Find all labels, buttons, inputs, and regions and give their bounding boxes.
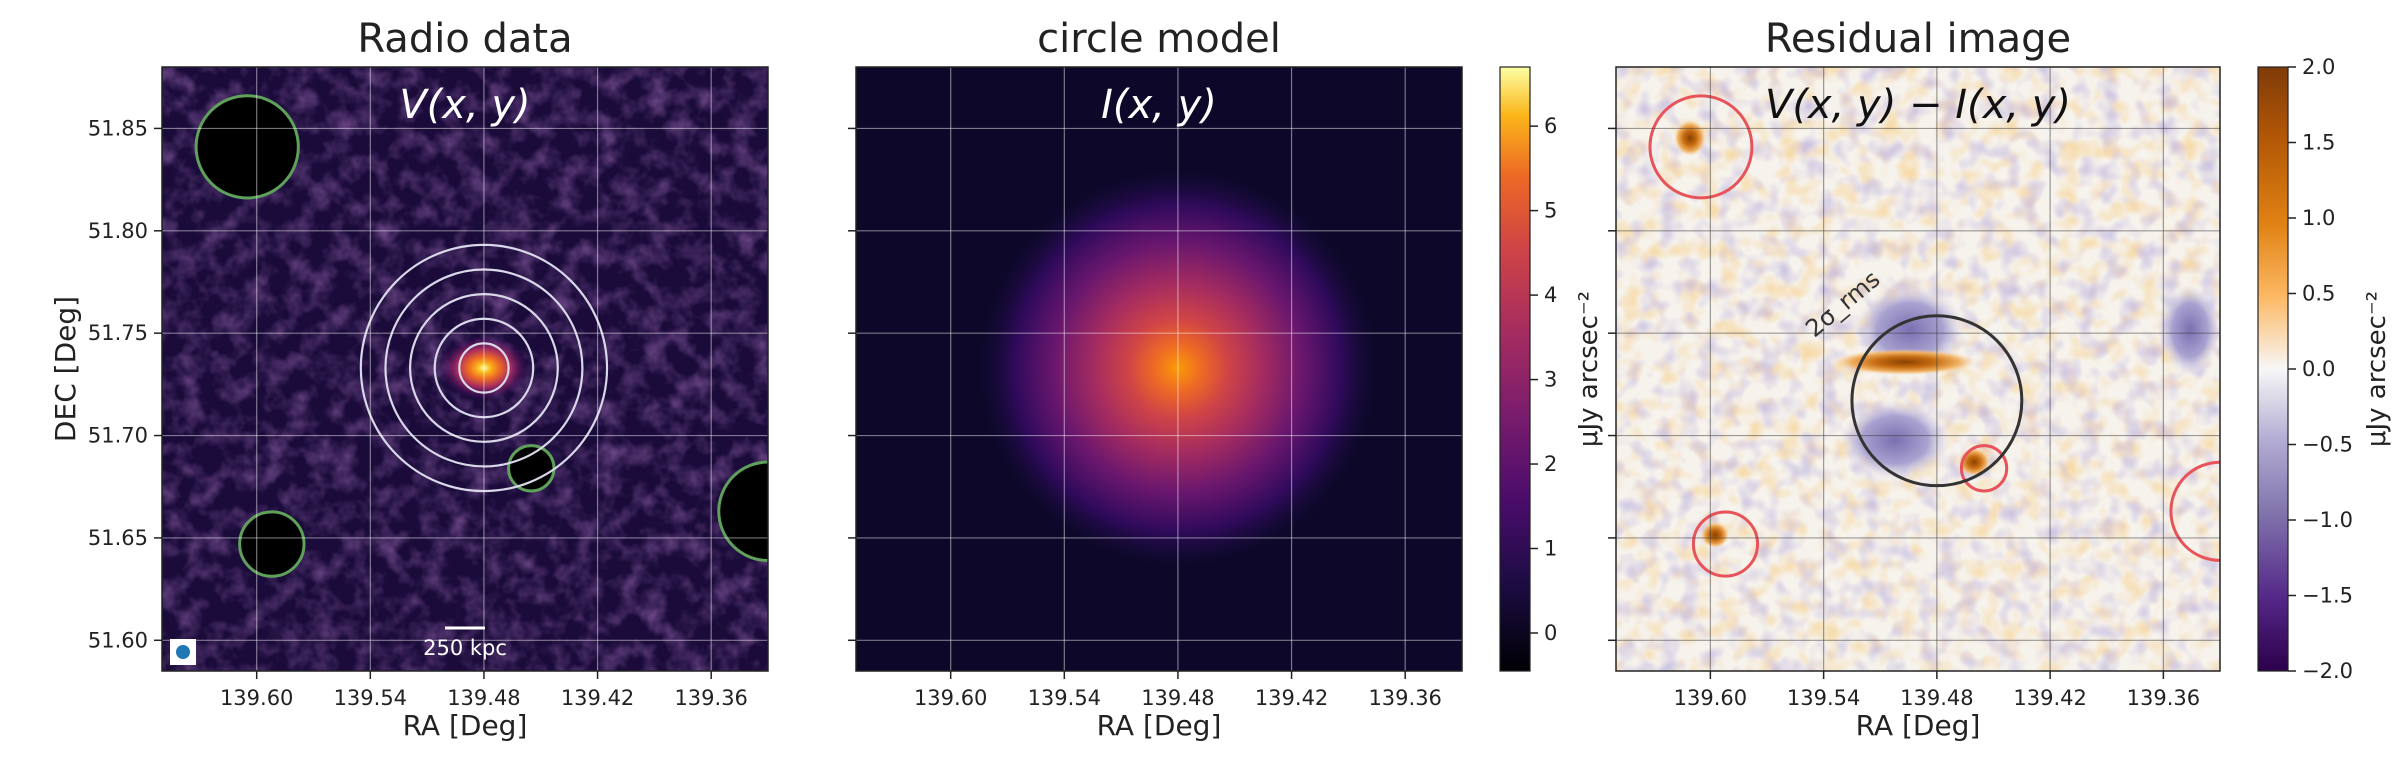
residual-purple-blob-right (2160, 285, 2220, 375)
colorbar-tick-label: 1.5 (2302, 131, 2335, 155)
model-x-ticks: 139.60 139.54 139.48 139.42 139.36 (914, 671, 1442, 710)
masked-region (1959, 444, 2009, 493)
masked-region (1691, 510, 1760, 578)
x-tick-label: 139.36 (674, 686, 747, 710)
residual-orange-arc (1833, 349, 1977, 375)
model-colorbar-label: μJy arcsec⁻² (1574, 291, 1604, 447)
panel-model: circle model I(x, y) 139.60 139.54 139.48 1… (848, 16, 1604, 742)
residual-orange-blob-bottomleft (1701, 522, 1729, 548)
radio-source-emission (438, 335, 529, 400)
radio-grid (162, 67, 768, 671)
residual-masked-regions (1648, 94, 2220, 578)
masked-region (238, 510, 306, 578)
x-tick-label: 139.48 (1141, 686, 1214, 710)
x-tick-label: 139.60 (914, 686, 987, 710)
residual-inner-label: V(x, y) − I(x, y) (1765, 82, 2071, 128)
residual-colorbar-ticks: −2.0 −1.5 −1.0 −0.5 0.0 0.5 1.0 1.5 2.0 (2288, 55, 2353, 683)
panel-radio: Radio data V(x, y) 250 kpc 139.60 139.54 1… (49, 16, 769, 742)
colorbar-tick-label: 0.0 (2302, 357, 2335, 381)
x-tick-label: 139.54 (1787, 686, 1860, 710)
concentric-circle (384, 268, 584, 468)
colorbar-tick-label: −2.0 (2302, 659, 2353, 683)
residual-frame (1615, 66, 2221, 672)
x-tick-label: 139.36 (2127, 686, 2200, 710)
masked-region (507, 444, 556, 493)
colorbar-tick-label: 1 (1544, 537, 1557, 561)
masked-region (1648, 94, 1754, 200)
model-frame (855, 66, 1463, 672)
colorbar-tick-label: 0.5 (2302, 282, 2335, 306)
colorbar-tick-label: 5 (1544, 199, 1557, 223)
model-inner-label: I(x, y) (1101, 82, 1217, 128)
radio-xlabel: RA [Deg] (403, 709, 528, 742)
residual-grid (1616, 67, 2220, 671)
colorbar-tick-label: 3 (1544, 368, 1557, 392)
colorbar-tick-label: 4 (1544, 283, 1557, 307)
concentric-circle (408, 293, 559, 443)
colorbar-tick-label: −0.5 (2302, 433, 2353, 457)
residual-y-ticks (1608, 127, 1616, 642)
x-tick-label: 139.42 (561, 686, 634, 710)
x-tick-label: 139.60 (220, 686, 293, 710)
panel-title-residual: Residual image (1765, 16, 2071, 62)
model-xlabel: RA [Deg] (1097, 709, 1222, 742)
y-tick-label: 51.75 (88, 321, 148, 345)
model-grid (856, 67, 1462, 671)
x-tick-label: 139.54 (334, 686, 407, 710)
model-gaussian (977, 167, 1378, 568)
y-tick-label: 51.65 (88, 526, 148, 550)
panel-residual: Residual image 2σ_rms V(x, y) − I(x, y) … (1608, 16, 2392, 742)
x-tick-label: 139.42 (2013, 686, 2086, 710)
residual-x-ticks: 139.60 139.54 139.48 139.42 139.36 (1674, 671, 2200, 710)
x-tick-label: 139.48 (447, 686, 520, 710)
panel-title-radio: Radio data (357, 16, 572, 62)
concentric-circle (433, 317, 535, 419)
radio-x-ticks: 139.60 139.54 139.48 139.42 139.36 (220, 671, 748, 710)
residual-colorbar-label: μJy arcsec⁻² (2362, 291, 2392, 447)
x-tick-label: 139.54 (1028, 686, 1101, 710)
beam-ellipse (176, 645, 190, 659)
y-tick-label: 51.85 (88, 116, 148, 140)
masked-region (194, 94, 300, 200)
radio-frame (161, 66, 769, 672)
x-tick-label: 139.36 (1368, 686, 1441, 710)
colorbar-tick-label: 0 (1544, 621, 1557, 645)
residual-xlabel: RA [Deg] (1856, 709, 1981, 742)
masked-region (2169, 460, 2220, 562)
y-tick-label: 51.60 (88, 628, 148, 652)
colorbar-tick-label: 2 (1544, 452, 1557, 476)
x-tick-label: 139.60 (1674, 686, 1747, 710)
residual-features (1674, 120, 2220, 548)
radio-concentric-circles (359, 243, 609, 493)
concentric-circle (359, 243, 609, 493)
panel-title-model: circle model (1037, 16, 1281, 62)
x-tick-label: 139.42 (1255, 686, 1328, 710)
scalebar-label: 250 kpc (423, 636, 507, 660)
colorbar-tick-label: 1.0 (2302, 206, 2335, 230)
colorbar-tick-label: 6 (1544, 114, 1557, 138)
masked-region (717, 460, 768, 563)
colorbar-tick-label: −1.0 (2302, 508, 2353, 532)
concentric-circle (458, 342, 510, 394)
y-tick-label: 51.80 (88, 219, 148, 243)
radio-y-ticks: 51.60 51.65 51.70 51.75 51.80 51.85 (88, 116, 162, 652)
radio-masked-regions (194, 94, 768, 578)
model-y-ticks (848, 127, 856, 642)
x-tick-label: 139.48 (1900, 686, 1973, 710)
colorbar-tick-label: −1.5 (2302, 584, 2353, 608)
model-colorbar (1499, 66, 1531, 672)
radio-ylabel: DEC [Deg] (49, 296, 82, 442)
colorbar-tick-label: 2.0 (2302, 55, 2335, 79)
y-tick-label: 51.70 (88, 424, 148, 448)
model-colorbar-ticks: 0 1 2 3 4 5 6 (1530, 114, 1557, 645)
radio-inner-label: V(x, y) (399, 82, 530, 128)
residual-colorbar (2257, 66, 2289, 672)
residual-purple-blob-lower (1840, 400, 1950, 480)
residual-orange-blob-topleft (1674, 120, 1706, 156)
